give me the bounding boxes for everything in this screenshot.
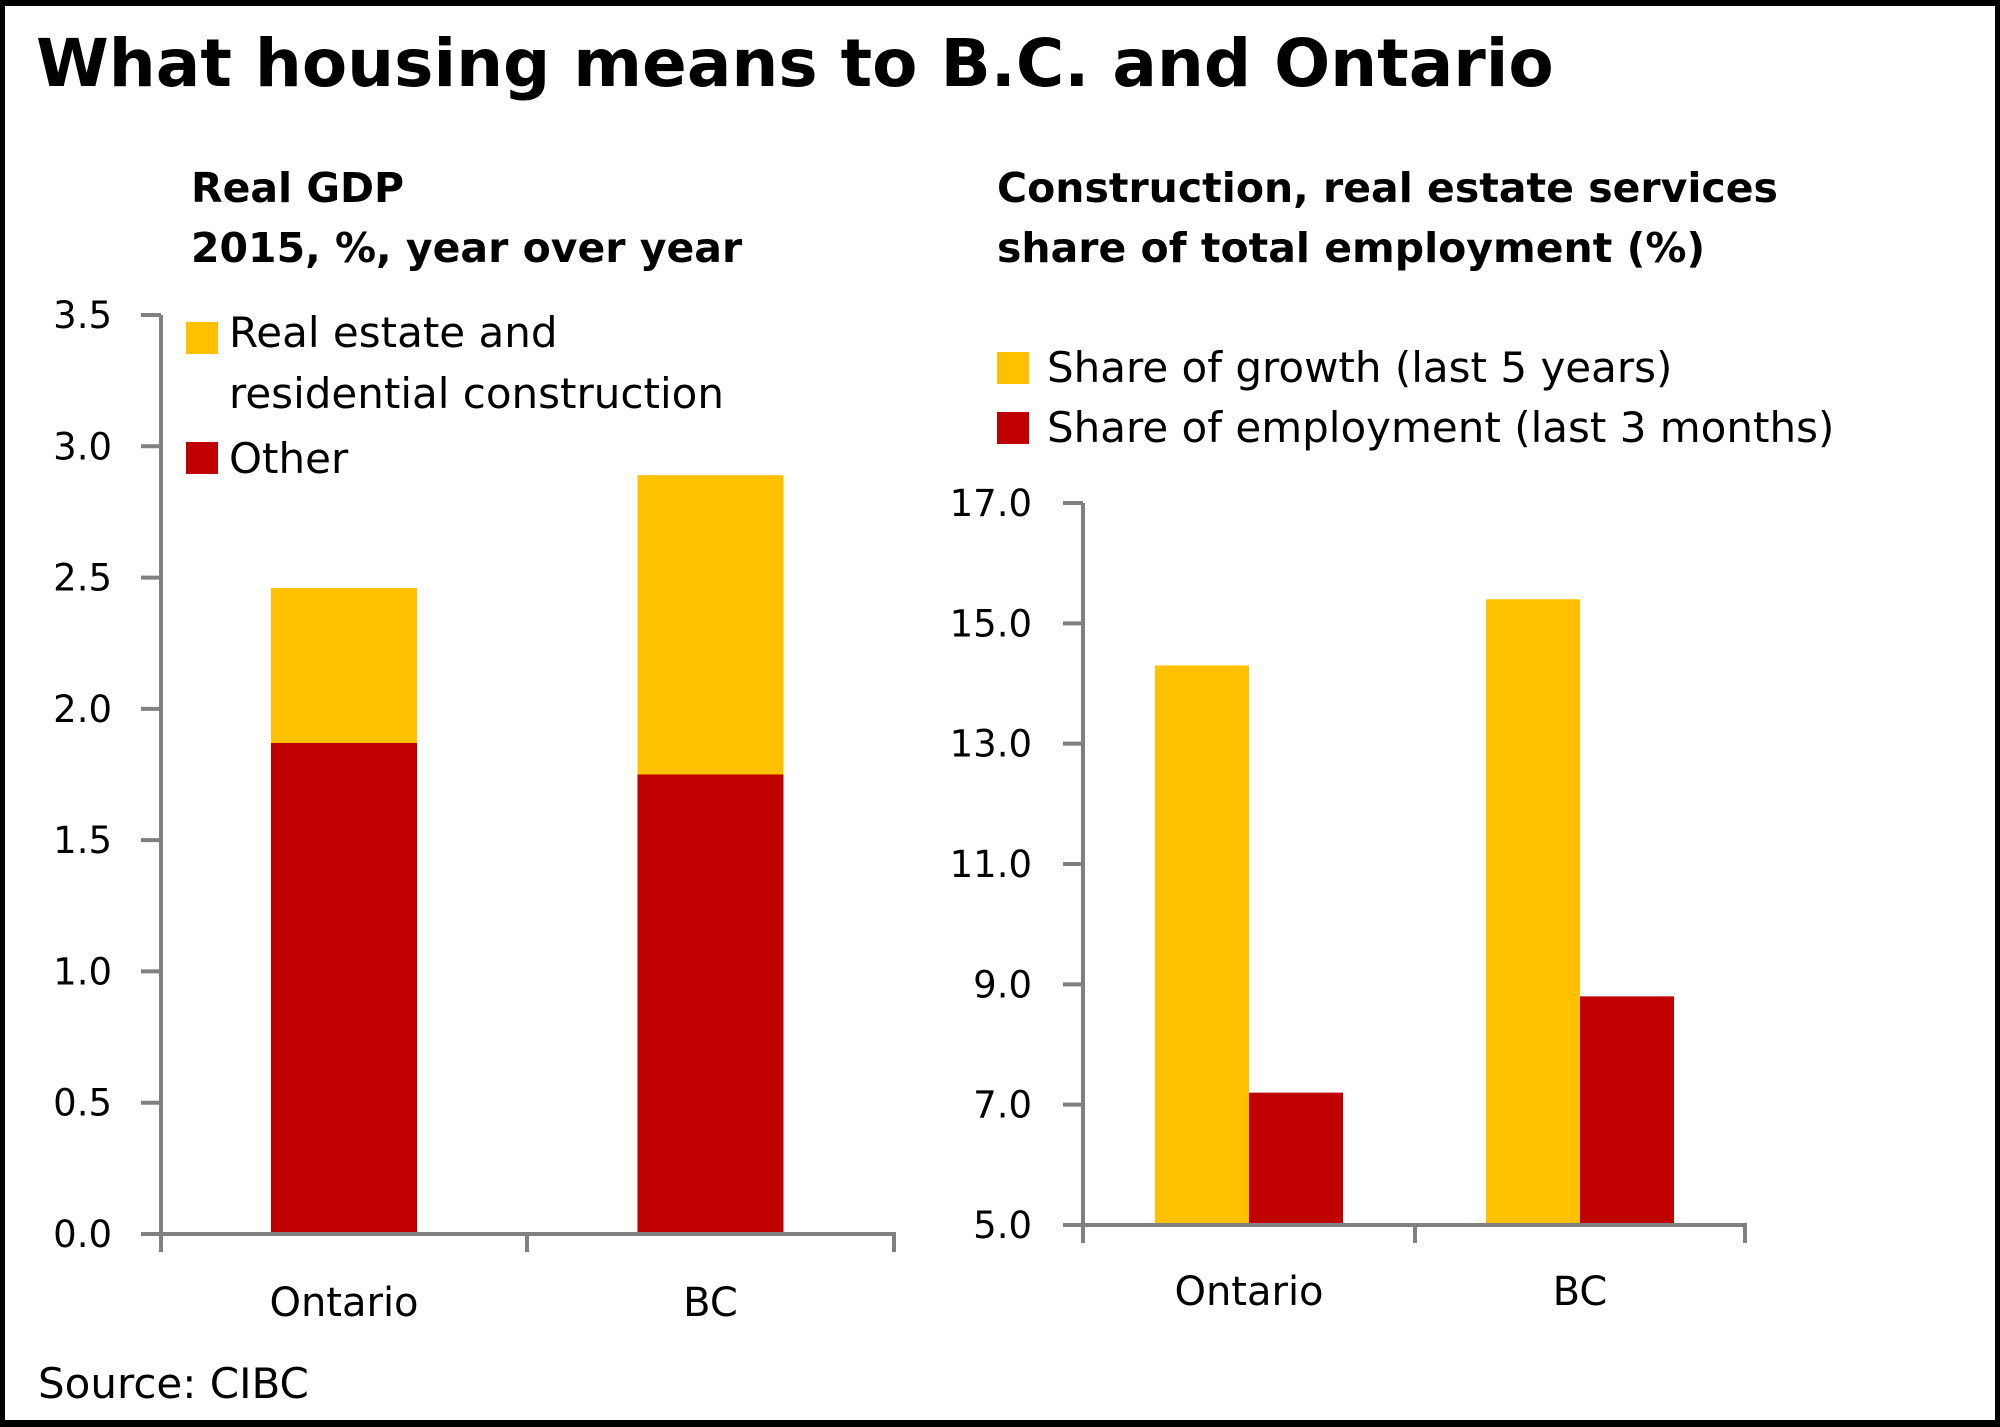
bar-ontario-share-of-employment <box>1249 1092 1343 1225</box>
bar-ontario-real-estate <box>271 588 417 743</box>
x-tick-label: BC <box>1553 1269 1608 1315</box>
y-tick-label: 1.5 <box>53 819 112 862</box>
legend-swatch-share-of-employment <box>997 412 1029 444</box>
bar-bc-other <box>637 774 784 1234</box>
y-tick-label: 11.0 <box>950 843 1032 886</box>
y-tick-label: 2.5 <box>53 557 112 600</box>
y-tick-label: 3.5 <box>53 294 112 337</box>
y-tick-label: 3.0 <box>53 425 112 468</box>
legend-swatch-share-of-growth <box>997 352 1029 384</box>
legend-label-other: Other <box>229 434 349 483</box>
bar-ontario-share-of-growth <box>1155 665 1249 1225</box>
bar-ontario-other <box>271 742 417 1234</box>
legend-label-share-of-growth: Share of growth (last 5 years) <box>1047 343 1672 392</box>
x-tick-label: Ontario <box>1174 1269 1323 1315</box>
main-title: What housing means to B.C. and Ontario <box>36 25 1554 102</box>
y-tick-label: 15.0 <box>950 602 1032 645</box>
chart-title-line-2: 2015, %, year over year <box>191 224 743 272</box>
x-tick-label: BC <box>683 1280 738 1326</box>
legend-swatch-other <box>186 442 218 474</box>
legend-swatch-real-estate <box>186 322 218 354</box>
y-tick-label: 7.0 <box>973 1084 1032 1127</box>
y-tick-label: 17.0 <box>950 482 1032 525</box>
chart-title-line-1: Real GDP <box>191 164 404 212</box>
legend-label-real-estate-line-2: residential construction <box>229 369 724 418</box>
y-tick-label: 0.0 <box>53 1213 112 1256</box>
y-tick-label: 0.5 <box>53 1082 112 1125</box>
y-tick-label: 2.0 <box>53 688 112 731</box>
y-tick-label: 1.0 <box>53 950 112 993</box>
source-note: Source: CIBC <box>38 1359 309 1408</box>
chart-title-line-2: share of total employment (%) <box>997 224 1705 272</box>
bar-bc-real-estate <box>637 475 784 775</box>
bar-bc-share-of-employment <box>1580 996 1674 1225</box>
chart-employment-share: Construction, real estate services share… <box>950 164 1835 1315</box>
chart-real-gdp: Real GDP 2015, %, year over year Real es… <box>53 164 896 1326</box>
y-tick-label: 5.0 <box>973 1204 1032 1247</box>
legend-label-share-of-employment: Share of employment (last 3 months) <box>1047 403 1834 452</box>
y-tick-label: 9.0 <box>973 963 1032 1006</box>
y-tick-label: 13.0 <box>950 723 1032 766</box>
x-tick-label: Ontario <box>269 1280 418 1326</box>
chart-title-line-1: Construction, real estate services <box>997 164 1778 212</box>
bar-bc-share-of-growth <box>1486 599 1580 1225</box>
legend-label-real-estate-line-1: Real estate and <box>229 308 558 357</box>
